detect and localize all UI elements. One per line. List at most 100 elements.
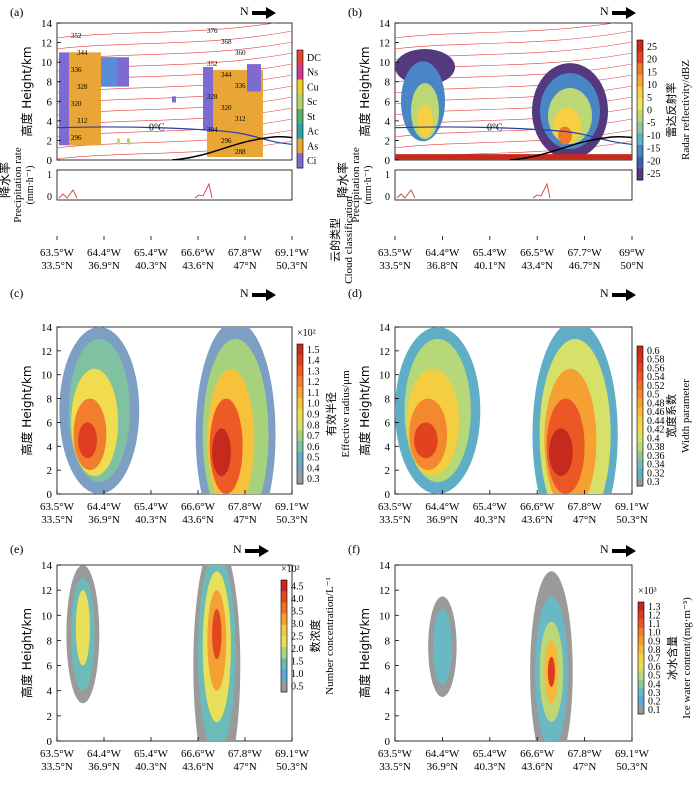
x-tick-lat: 47°N [573,761,596,773]
theta-label: 312 [77,117,88,125]
theta-label: 296 [221,137,232,145]
y-tick-label: 8 [385,635,391,647]
colorbar-tick-label: 0.5 [307,453,320,464]
cloud-legend-tick-label: Ac [307,127,319,138]
panel-f: (f) N 0 2 4 6 8 10 12 14 高度 Height/km 63.5°W33.5°N 6… [348,542,693,773]
theta-label: 328 [207,93,218,101]
x-tick-lon: 63.5°W [378,247,413,259]
x-tick-lon: 69.1°W [615,501,650,513]
x-tick-lon: 64.4°W [87,247,122,259]
colorbar-tick-label: 0.32 [647,468,665,479]
colorbar-label-cn: 数浓度 [308,620,322,653]
y-tick-label: 10 [41,57,53,69]
colorbar-swatch [638,653,644,663]
x-tick-lat: 40.3°N [135,761,167,773]
colorbar-tick-label: 4.5 [291,582,304,593]
y-tick-label: 2 [47,711,53,723]
x-tick-lat: 40.3°N [474,761,506,773]
colorbar-tick-label: 0.36 [647,451,665,462]
theta-contour [57,30,292,50]
colorbar-swatch [297,408,303,420]
x-tick-lon: 63.5°W [378,501,413,513]
x-tick-lat: 36.9°N [427,761,459,773]
x-tick-lat: 50.3°N [276,761,308,773]
colorbar-multiplier: ×10² [281,564,300,575]
colorbar-tick-label: 0.5 [648,671,661,682]
colorbar-frame [296,343,304,485]
x-tick-lon: 64.4°W [425,501,460,513]
colorbar-label-cn: 有效半径 [324,392,338,436]
x-tick-lon: 64.4°W [87,748,122,760]
reflectivity-colorbar-swatch [637,156,643,169]
cloud-legend-swatch [297,123,303,139]
precip-label-en: Precipitation rate [12,147,24,223]
y-axis-label: 高度 Height/km [357,46,372,136]
colorbar-swatch [638,627,644,637]
y-tick-label: 6 [47,96,53,108]
precip-tick-label: 1 [47,170,52,181]
x-tick-lat: 40.3°N [135,260,167,272]
x-tick-lon: 69.1°W [615,748,650,760]
field-region [432,609,452,685]
panel-label: (a) [10,5,23,19]
y-tick-label: 8 [47,77,53,89]
colorbar-tick-label: 0.8 [648,645,661,656]
precip-label-cn: 降水率 [335,162,350,198]
x-tick-lon: 67.8°W [228,748,263,760]
colorbar-swatch [638,670,644,681]
colorbar-tick-label: 1.3 [648,602,661,613]
colorbar-swatch [638,636,644,646]
x-tick-lon: 65.4°W [134,748,169,760]
y-tick-label: 10 [41,370,53,382]
field-region [413,422,438,459]
theta-label: 312 [235,115,246,123]
x-tick-lat: 50.3°N [276,260,308,272]
plot-content: 0°C [395,23,632,160]
y-tick-label: 4 [47,686,53,698]
reflectivity-colorbar-swatch [637,63,643,76]
colorbar-label-en: Ice water content/(mg·m⁻³) [681,597,693,719]
colorbar-tick-label: 0.1 [648,705,661,716]
cloud-ci [203,67,213,131]
colorbar-label-cn: 宽度系数 [664,394,678,438]
y-tick-label: 12 [379,38,390,50]
x-tick-lon: 67.7°W [568,247,603,259]
y-tick-label: 0 [385,155,391,167]
colorbar-label-en: Cloud classification [343,196,355,284]
x-tick-lat: 36.8°N [427,260,459,272]
reflectivity-colorbar-tick-label: 5 [647,93,652,104]
colorbar-swatch [638,679,644,689]
colorbar-swatch [281,669,287,682]
plot-content: 0°C3523443363283203122963763683603523443… [57,23,292,160]
reflectivity-colorbar-swatch [637,40,643,53]
reflectivity-colorbar-tick-label: 20 [647,55,657,66]
x-tick-lon: 67.8°W [228,501,263,513]
y-tick-label: 14 [379,322,391,334]
isotherm-label: 0°C [149,123,165,134]
y-tick-label: 10 [379,370,391,382]
y-tick-label: 8 [385,394,391,406]
colorbar-tick-label: 1.5 [307,345,320,356]
colorbar-swatch [637,346,643,356]
colorbar-swatch [281,613,287,626]
cloud-legend-swatch [297,50,303,66]
echo-region [558,126,572,145]
colorbar-tick-label: 1.0 [291,669,304,680]
colorbar-swatch [637,381,643,391]
colorbar-swatch [637,451,643,461]
north-arrow-icon [612,7,636,19]
x-tick-lon: 66.5°W [520,247,555,259]
x-tick-lon: 66.6°W [181,501,216,513]
colorbar-frame [636,345,644,487]
x-tick-lon: 63.5°W [40,501,75,513]
y-tick-label: 4 [385,441,391,453]
colorbar-tick-label: 3.5 [291,607,304,618]
cloud-ci [101,57,117,87]
y-tick-label: 2 [385,711,391,723]
colorbar-swatch [637,354,643,364]
cloud-ci [247,64,261,92]
colorbar-tick-label: 0.34 [647,460,665,471]
y-tick-label: 14 [41,18,53,30]
colorbar-swatch [281,591,287,603]
